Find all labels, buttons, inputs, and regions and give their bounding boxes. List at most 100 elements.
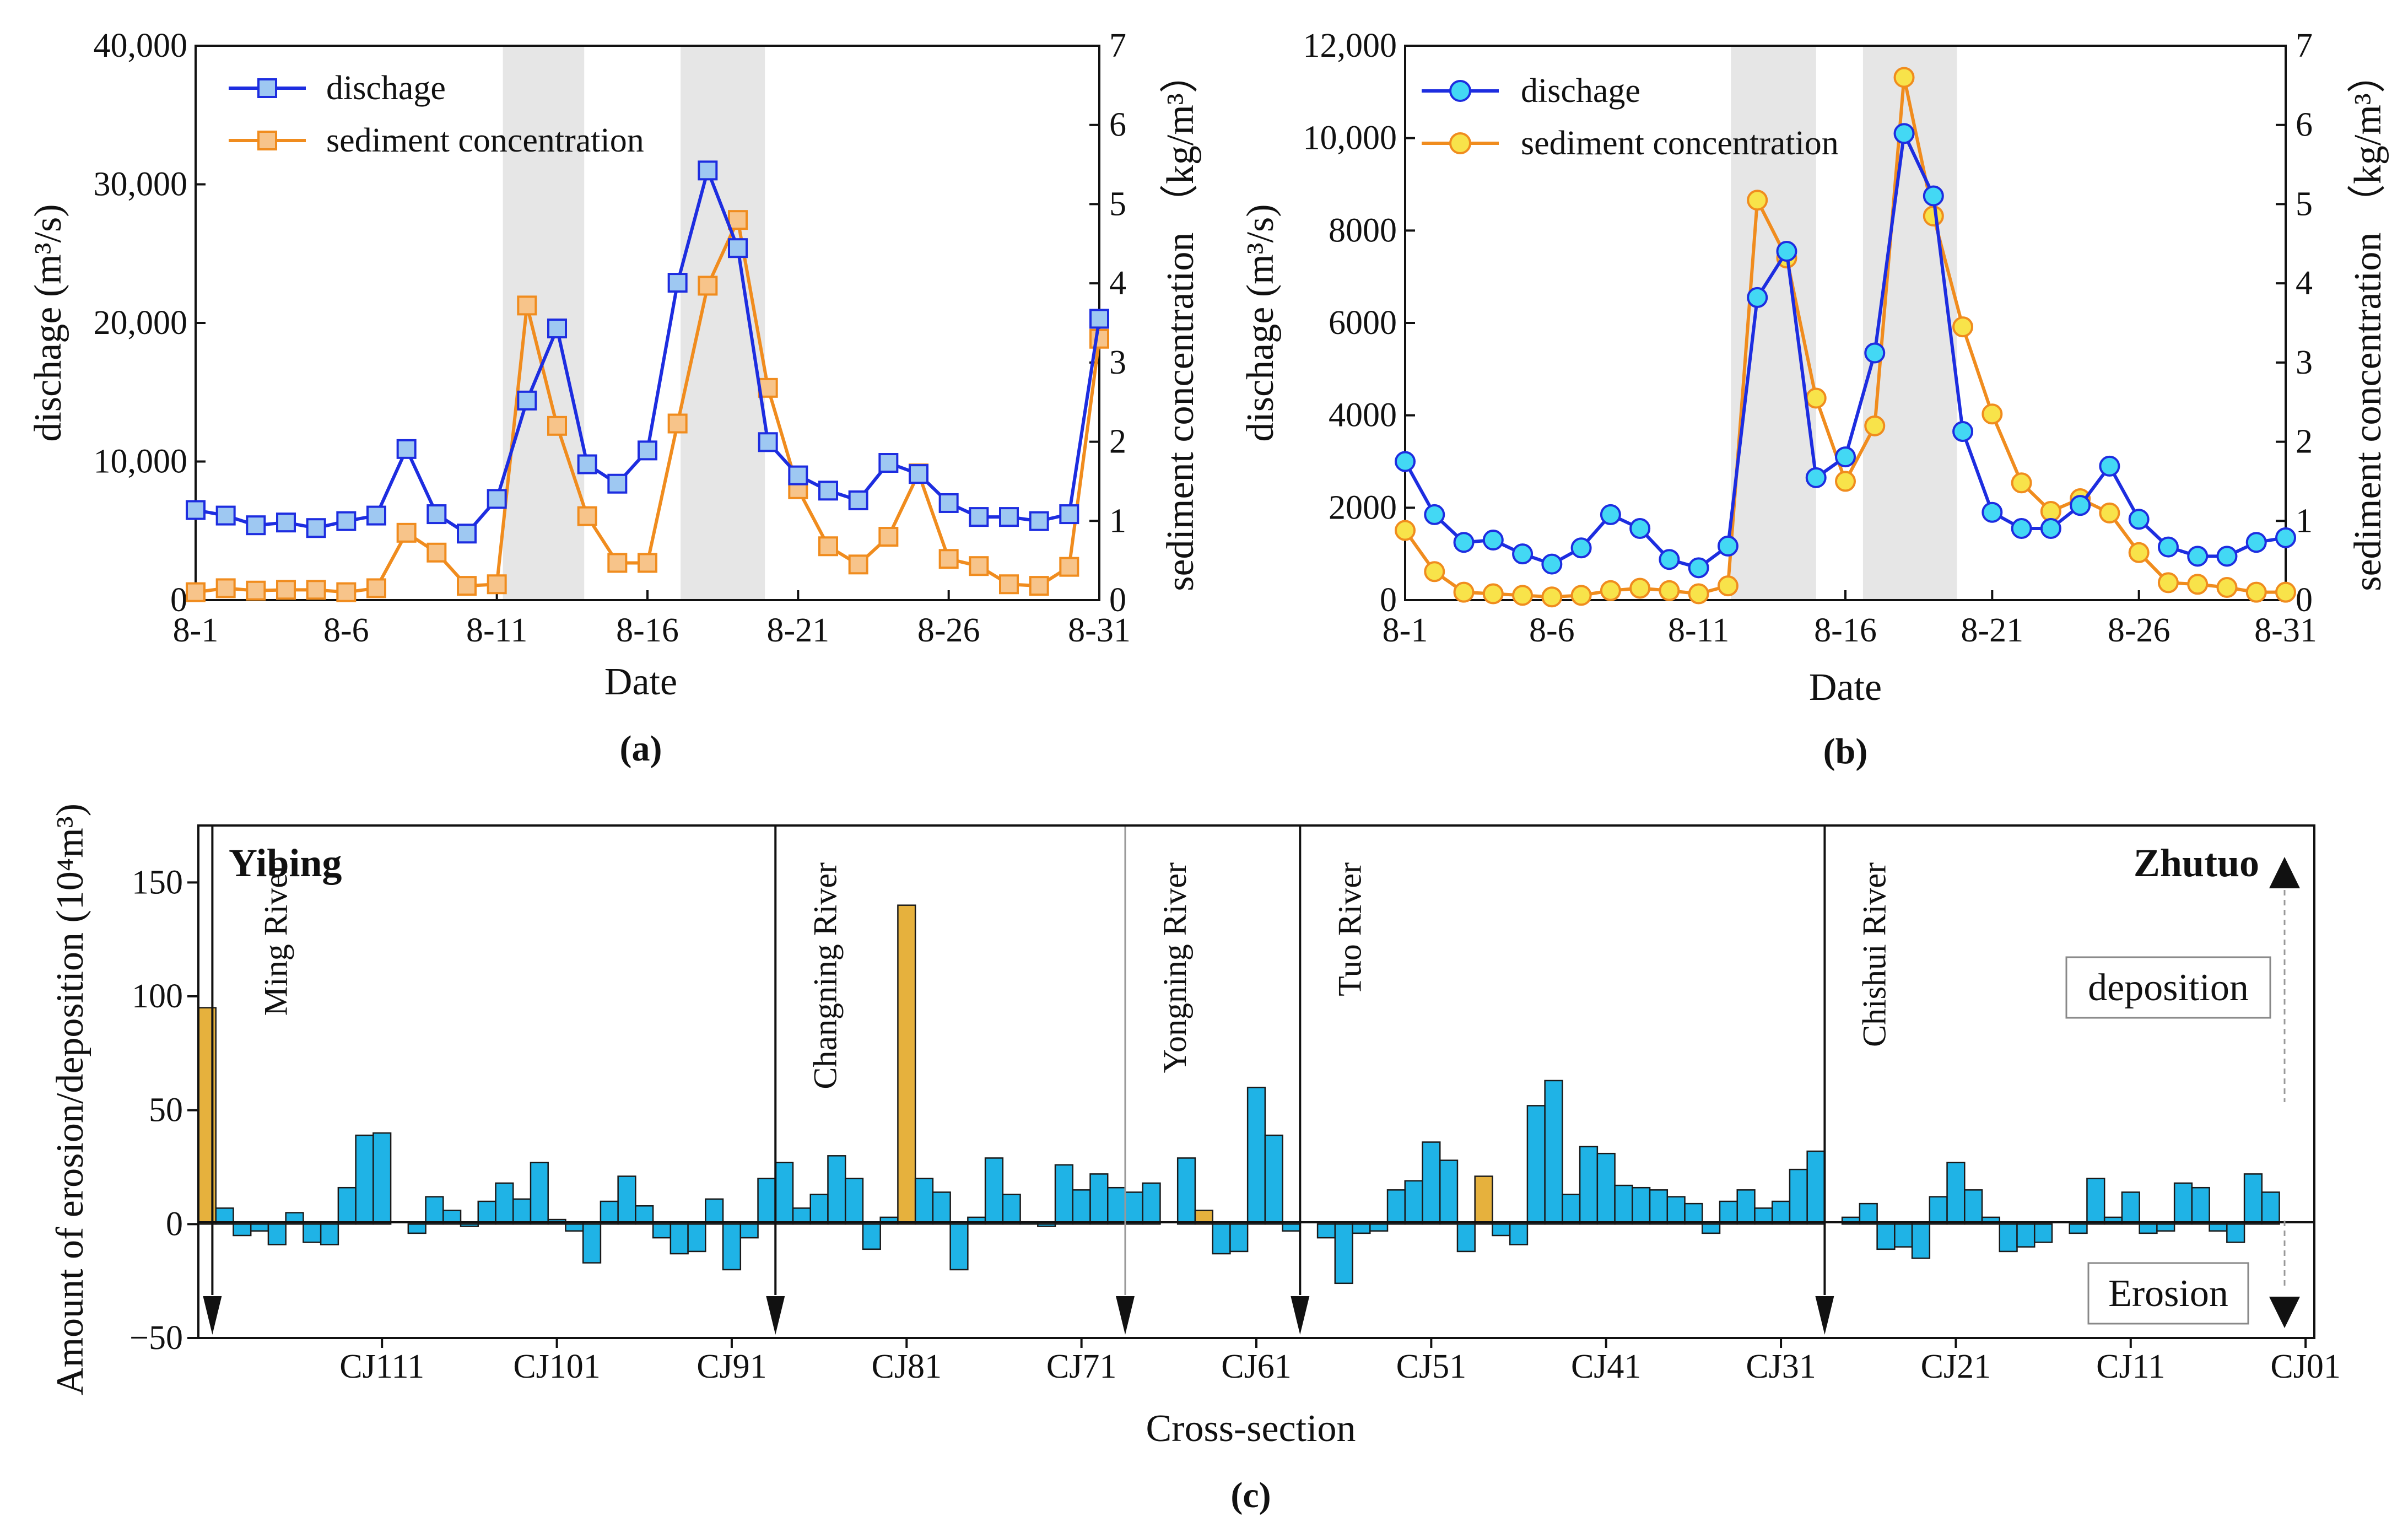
discharge-point — [547, 319, 567, 339]
y-left-tick-label: 12,000 — [1303, 27, 1397, 64]
discharge-point — [878, 453, 899, 473]
y-right-tick-label: 6 — [2296, 106, 2313, 144]
sediment-point — [2187, 574, 2209, 595]
axis-ticks: −50 0 50 100 150 CJ111 CJ101 CJ91 CJ81 CJ71 CJ61 CJ… — [129, 864, 2341, 1385]
discharge-point — [2011, 518, 2032, 539]
discharge-point — [2245, 532, 2267, 553]
y-axis-right-title: sediment concentration （kg/m³） — [2347, 55, 2389, 591]
x-tick-label: CJ11 — [2096, 1348, 2165, 1385]
legend-label-discharge: dischage — [326, 69, 446, 107]
y-right-tick-label: 0 — [2296, 581, 2313, 619]
x-tick-label: 8-6 — [323, 612, 369, 649]
x-axis-title: Date — [1809, 666, 1882, 709]
discharge-point — [276, 512, 296, 533]
deposition-bar — [1474, 1175, 1493, 1225]
legend-label-sediment: sediment concentration — [1521, 125, 1839, 162]
section-bar — [705, 1198, 724, 1225]
discharge-point — [1453, 532, 1475, 553]
y-axis-title: Amount of erosion/deposition (10⁴m³) — [49, 803, 91, 1395]
flood-period-shade — [503, 46, 585, 600]
y-left-tick-label: 40,000 — [94, 27, 188, 64]
section-bar — [1282, 1223, 1301, 1232]
discharge-line — [195, 169, 1101, 536]
x-tick-label: 8-1 — [173, 612, 219, 649]
axis-ticks: 8-1 8-6 8-11 8-16 8-21 8-26 8-3102000400060008… — [1303, 27, 2317, 649]
y-left-tick-label: 20,000 — [94, 304, 188, 342]
section-bar — [1106, 1186, 1126, 1225]
discharge-point — [1688, 557, 1709, 579]
section-bar — [1439, 1159, 1459, 1225]
y-right-tick-label: 5 — [1109, 185, 1126, 223]
sediment-point — [1659, 580, 1680, 601]
sediment-point — [1864, 415, 1886, 436]
y-right-tick-label: 4 — [2296, 265, 2313, 302]
discharge-point — [306, 518, 326, 538]
sediment-point — [426, 542, 447, 563]
sediment-point — [276, 580, 296, 600]
section-bar — [1859, 1202, 1878, 1225]
sediment-point — [1059, 557, 1079, 577]
sediment-point — [1570, 585, 1592, 606]
section-bar — [1702, 1223, 1721, 1234]
sediment-point — [457, 576, 477, 596]
sediment-point — [1717, 575, 1738, 597]
panel-caption: (b) — [1823, 731, 1868, 771]
section-bar — [1999, 1223, 2018, 1253]
x-tick-label: 8-21 — [1961, 612, 2024, 649]
y-left-tick-label: 10,000 — [94, 443, 188, 481]
y-tick-label: 0 — [166, 1205, 183, 1243]
discharge-point — [1395, 451, 1416, 472]
section-bar — [1124, 1191, 1143, 1225]
y-left-tick-label: 0 — [1380, 581, 1397, 619]
section-bar — [1894, 1223, 1913, 1248]
sediment-point — [517, 295, 537, 316]
section-bar — [2069, 1223, 2088, 1234]
panel-a-discharge-sediment-chart: 8-1 8-6 8-11 8-16 8-21 8-26 8-31010,00020,0003… — [27, 27, 1202, 769]
section-bar — [1037, 1223, 1056, 1227]
sediment-point — [818, 536, 838, 557]
section-bar — [1596, 1152, 1616, 1225]
section-bar — [1736, 1189, 1756, 1225]
sediment-point — [2099, 502, 2120, 524]
legend-label-sediment: sediment concentration — [326, 122, 644, 159]
section-bar — [355, 1134, 374, 1225]
discharge-point — [1717, 535, 1738, 557]
section-bar — [512, 1198, 532, 1225]
sediment-point — [1600, 580, 1621, 601]
section-bar — [1649, 1189, 1669, 1225]
section-bar — [844, 1178, 864, 1225]
deposition-indicator: deposition — [2065, 857, 2300, 1102]
discharge-point — [1835, 446, 1856, 468]
section-bar — [1666, 1196, 1686, 1225]
tributary-label: Tuo River — [1331, 862, 1368, 996]
discharge-point — [788, 465, 808, 485]
y-right-tick-label: 0 — [1109, 581, 1126, 619]
sediment-point — [2245, 581, 2267, 603]
sediment-point — [698, 276, 718, 296]
section-bar — [1771, 1200, 1791, 1225]
tributary-arrow-icon — [1291, 1296, 1310, 1335]
y-right-tick-label: 3 — [2296, 344, 2313, 381]
x-tick-label: CJ51 — [1396, 1348, 1466, 1385]
station-label-start: Yibing — [229, 841, 342, 885]
y-axis-left-title: dischage (m³/s) — [27, 204, 69, 441]
x-tick-label: 8-6 — [1529, 612, 1575, 649]
panel-caption: (a) — [620, 729, 662, 769]
tributary-arrow-icon — [1815, 1296, 1834, 1335]
discharge-point — [2070, 495, 2091, 516]
section-bar — [1404, 1180, 1423, 1225]
sediment-point — [1923, 205, 1944, 226]
discharge-point — [999, 507, 1019, 527]
x-tick-label: 8-31 — [2254, 612, 2317, 649]
section-bar — [1579, 1146, 1599, 1225]
y-left-tick-label: 2000 — [1329, 489, 1397, 526]
discharge-point — [607, 473, 628, 494]
x-tick-label: 8-1 — [1383, 612, 1428, 649]
section-bar — [2226, 1223, 2245, 1243]
y-right-tick-label: 6 — [1109, 106, 1126, 144]
discharge-point — [938, 493, 959, 513]
panel-c-erosion-deposition-chart: Ming River Changning River Yongning River T… — [49, 803, 2341, 1515]
deposition-bar — [897, 904, 916, 1225]
x-tick-label: 8-31 — [1068, 612, 1131, 649]
